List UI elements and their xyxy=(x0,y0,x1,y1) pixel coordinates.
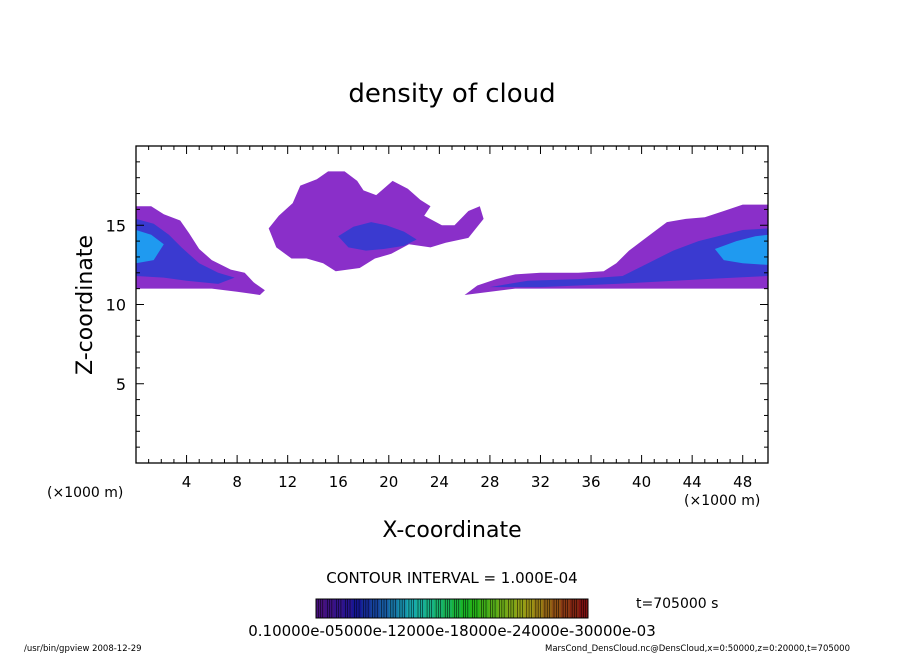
y-tick-label: 5 xyxy=(116,375,126,394)
x-unit-left: (×1000 m) xyxy=(47,485,123,501)
x-tick-label: 4 xyxy=(182,473,192,491)
x-tick-label: 12 xyxy=(278,473,297,491)
x-tick-label: 16 xyxy=(329,473,348,491)
y-tick-label: 10 xyxy=(106,296,126,315)
x-tick-label: 28 xyxy=(480,473,499,491)
x-tick-label: 24 xyxy=(430,473,449,491)
x-tick-label: 44 xyxy=(683,473,702,491)
contour-interval-label: CONTOUR INTERVAL = 1.000E-04 xyxy=(326,569,577,587)
footer-right: MarsCond_DensCloud.nc@DensCloud,x=0:5000… xyxy=(545,644,850,654)
chart-title: density of cloud xyxy=(348,79,555,109)
x-axis-label: X-coordinate xyxy=(382,518,521,543)
x-unit-right: (×1000 m) xyxy=(684,493,760,509)
x-tick-label: 8 xyxy=(232,473,242,491)
x-tick-label: 32 xyxy=(531,473,550,491)
region-upper-cloud xyxy=(268,171,484,272)
y-tick-label: 15 xyxy=(106,216,126,235)
footer-left: /usr/bin/gpview 2008-12-29 xyxy=(24,644,142,654)
region-right-band-peak xyxy=(714,234,768,265)
x-tick-label: 40 xyxy=(632,473,651,491)
region-left-band-peak xyxy=(136,230,164,264)
region-left-band-core xyxy=(136,218,235,284)
colorbar-frame xyxy=(315,598,589,619)
region-right-band-core xyxy=(489,228,768,288)
time-label: t=705000 s xyxy=(636,596,718,612)
x-tick-label: 48 xyxy=(733,473,752,491)
colorbar xyxy=(316,599,589,618)
colorbar-labels: 0.10000e-05000e-12000e-18000e-24000e-300… xyxy=(248,622,656,640)
y-axis-label: Z-coordinate xyxy=(73,235,98,375)
plot-frame xyxy=(135,145,769,464)
region-upper-cloud-core xyxy=(338,222,417,251)
x-tick-label: 36 xyxy=(581,473,600,491)
x-tick-label: 20 xyxy=(379,473,398,491)
